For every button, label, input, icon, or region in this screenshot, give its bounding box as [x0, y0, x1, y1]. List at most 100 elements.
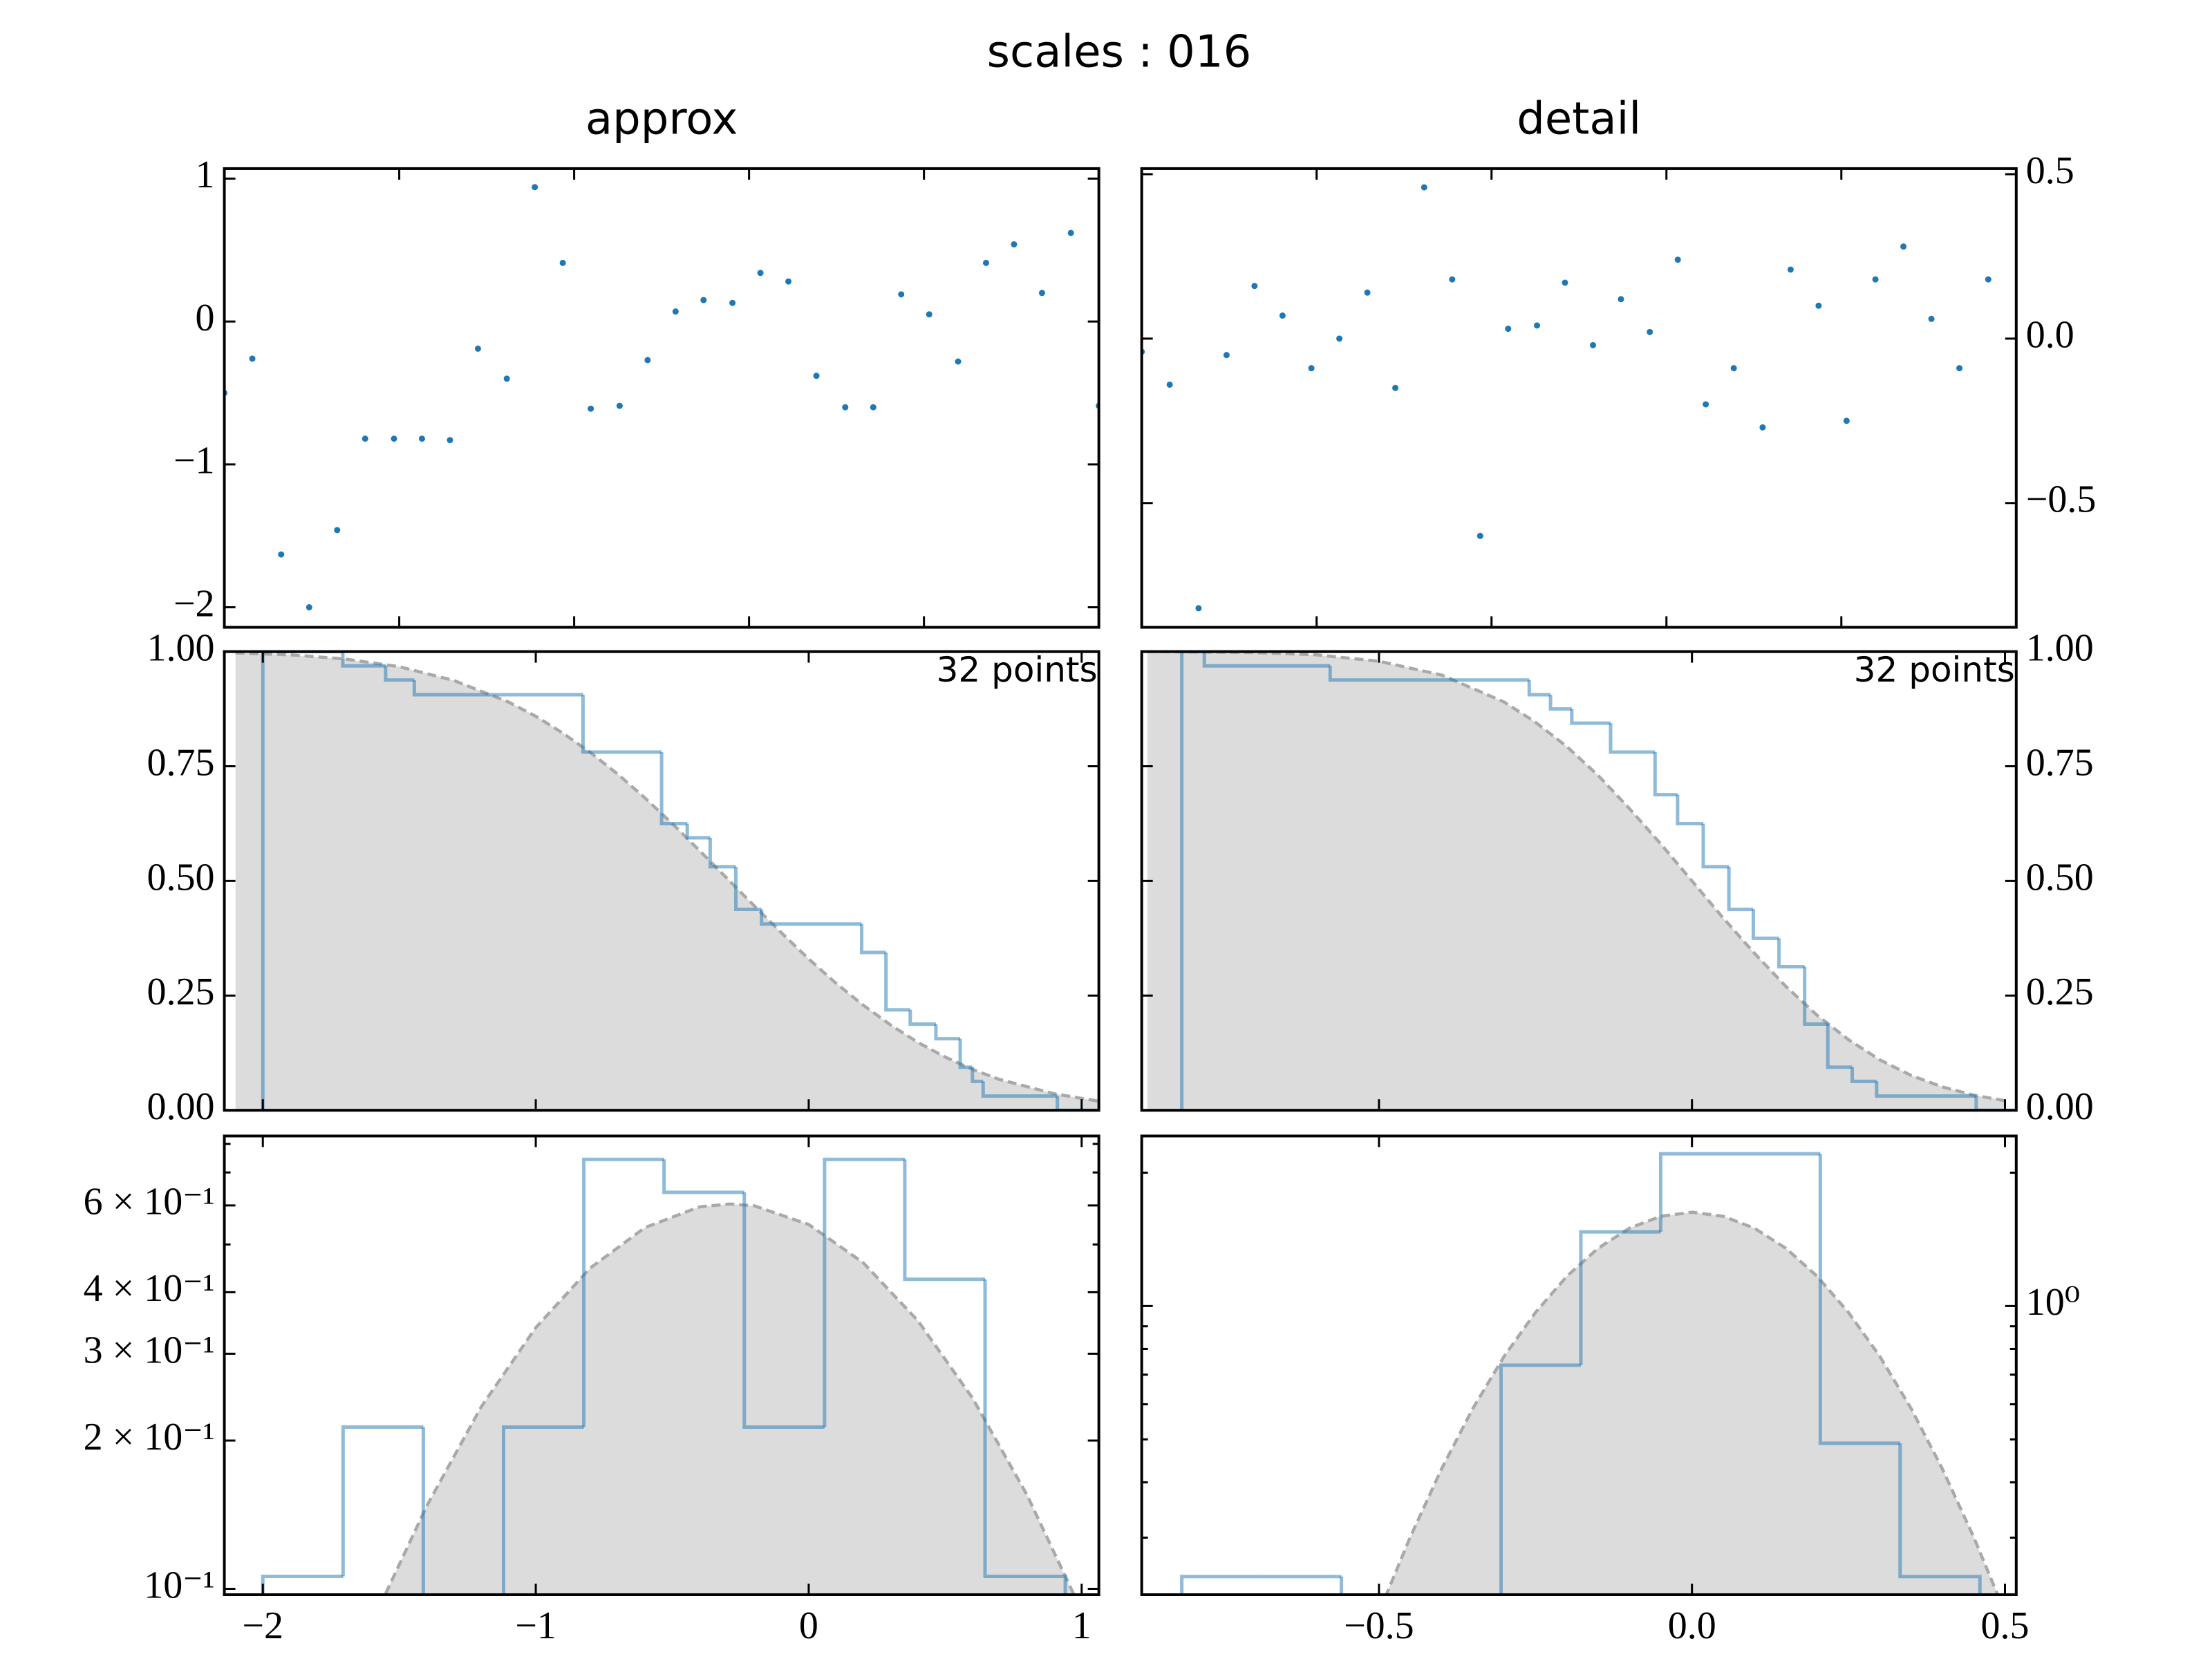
fit-curve: [235, 651, 1098, 1103]
hist-step: [261, 1574, 344, 1595]
point: [870, 404, 877, 411]
hist-step: [662, 1159, 744, 1194]
point: [955, 358, 962, 365]
point: [1589, 341, 1596, 348]
point: [503, 375, 510, 382]
point: [447, 437, 453, 444]
x-tick-label: −2: [242, 1604, 283, 1647]
point: [306, 604, 312, 611]
hist-step: [582, 1157, 664, 1427]
point: [1843, 418, 1850, 424]
y-tick-label: 4 × 10⁻¹: [84, 1267, 215, 1310]
hist-step: [1180, 1575, 1262, 1595]
x-tick-label: 0.5: [1980, 1604, 2029, 1647]
y-tick-label: 0.00: [147, 1085, 215, 1128]
ecdf-step: [659, 751, 688, 825]
point: [982, 259, 989, 266]
y-tick-label: −1: [174, 440, 215, 482]
point: [700, 297, 707, 303]
ecdf-step: [860, 924, 886, 955]
ecdf-step: [884, 952, 910, 1012]
y-tick-label: 0.5: [2026, 149, 2074, 192]
point: [1038, 290, 1045, 297]
y-tick-label: 1.00: [2026, 626, 2094, 669]
hist-step: [1658, 1152, 1741, 1232]
point: [1449, 276, 1456, 283]
point: [672, 308, 679, 315]
hist-step: [903, 1159, 986, 1282]
hist-step: [1499, 1363, 1581, 1595]
point: [1618, 296, 1624, 303]
ecdf-step: [1202, 651, 1331, 668]
y-tick-label: 6 × 10⁻¹: [84, 1181, 215, 1224]
point: [1223, 352, 1230, 359]
ecdf-step: [1609, 723, 1656, 754]
y-tick-label: 0.75: [147, 741, 215, 784]
point: [362, 435, 368, 442]
ecdf-step: [1548, 695, 1572, 711]
ecdf-step: [1777, 938, 1805, 969]
point: [1872, 276, 1879, 283]
point: [532, 184, 538, 191]
y-tick-label: 0.75: [2026, 741, 2094, 784]
hist-step: [1340, 1576, 1344, 1595]
x-tick-label: 1: [1072, 1604, 1091, 1647]
point: [1392, 384, 1399, 391]
ecdf-step: [734, 866, 762, 912]
point: [1674, 256, 1681, 263]
axes-frame: [223, 1134, 1100, 1596]
hist-step: [501, 1425, 584, 1595]
axes-frame: [1140, 167, 2018, 629]
axes-frame: [223, 167, 1100, 629]
ecdf-step: [1803, 966, 1828, 1026]
ecdf-step: [908, 1009, 936, 1026]
y-tick-label: 0.00: [2026, 1085, 2094, 1128]
plot-area: [1147, 651, 2016, 1111]
curve-fill: [1147, 651, 2005, 1111]
point: [1759, 424, 1766, 431]
fit-curve: [1385, 1210, 2000, 1595]
point: [1928, 315, 1935, 322]
ecdf-step: [341, 651, 386, 668]
point: [842, 404, 849, 411]
point: [418, 435, 425, 442]
plot-area: [235, 651, 1099, 1111]
x-tick-label: 0: [799, 1604, 818, 1647]
point: [588, 405, 594, 412]
x-tick-label: −1: [515, 1604, 556, 1647]
ecdf-step: [685, 823, 711, 840]
point: [729, 299, 736, 306]
hist-step: [823, 1157, 905, 1427]
point: [813, 373, 820, 379]
axes-title: approx: [585, 94, 738, 145]
ecdf-step: [1527, 679, 1551, 697]
figure-title: scales : 016: [987, 27, 1252, 78]
y-tick-label: 0: [196, 297, 215, 339]
point: [391, 435, 397, 442]
ecdf-step: [958, 1038, 973, 1069]
point: [1195, 605, 1202, 612]
point: [474, 345, 481, 352]
fit-curve: [384, 1202, 1075, 1595]
point: [898, 291, 905, 298]
x-tick-label: −0.5: [1344, 1604, 1414, 1647]
ecdf-step: [934, 1024, 961, 1041]
ecdf-step: [1826, 1024, 1853, 1069]
y-tick-label: 10⁰: [2026, 1281, 2080, 1324]
y-tick-label: 1: [196, 153, 215, 196]
ecdf-step: [581, 695, 662, 754]
y-tick-label: 1.00: [147, 626, 215, 669]
hist-step: [1579, 1230, 1661, 1366]
point: [249, 355, 256, 362]
ecdf-step: [971, 1067, 984, 1083]
point: [1956, 365, 1963, 372]
ecdf-step: [1751, 909, 1779, 940]
ecdf-step: [1850, 1067, 1877, 1083]
y-tick-label: 2 × 10⁻¹: [84, 1416, 215, 1459]
curve-fill: [385, 1203, 1074, 1595]
point: [1166, 381, 1173, 388]
point: [1900, 243, 1907, 250]
point: [559, 259, 566, 266]
point: [1421, 184, 1427, 191]
